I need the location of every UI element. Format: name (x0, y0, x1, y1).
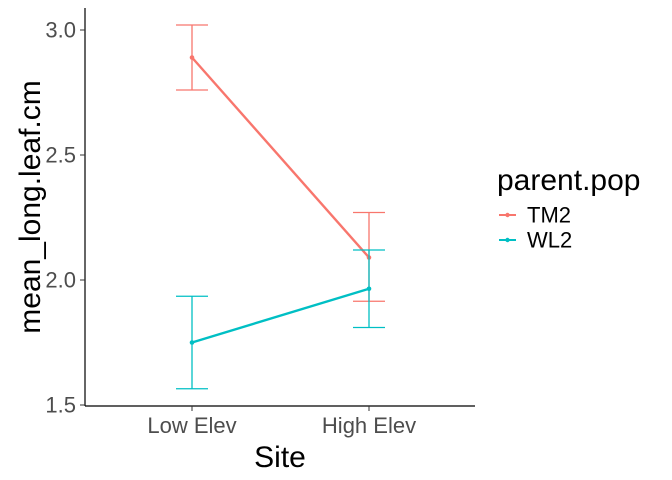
data-point-tm2 (189, 55, 195, 60)
y-tick-label: 1.5 (45, 393, 76, 418)
y-tick-label: 2.0 (45, 268, 76, 293)
x-axis-title: Site (254, 441, 306, 474)
x-tick-label: Low Elev (147, 413, 236, 438)
y-tick-label: 2.5 (45, 143, 76, 168)
series-line-wl2 (191, 287, 370, 344)
series-line-tm2 (191, 56, 370, 259)
x-tick-label: High Elev (322, 413, 416, 438)
legend: parent.pop TM2 WL2 (497, 164, 640, 253)
legend-key-point-wl2 (505, 237, 510, 243)
legend-key-point-tm2 (505, 212, 510, 218)
plot-layer (176, 24, 385, 390)
legend-item-tm2: TM2 (499, 203, 571, 228)
data-point-wl2 (189, 340, 195, 345)
legend-label-tm2: TM2 (527, 203, 571, 228)
y-ticks: 3.0 2.5 2.0 1.5 (45, 18, 85, 418)
y-tick-label: 3.0 (45, 18, 76, 43)
x-ticks: Low Elev High Elev (147, 406, 416, 438)
legend-label-wl2: WL2 (527, 228, 572, 253)
y-axis-title: mean_long.leaf.cm (14, 80, 47, 333)
legend-item-wl2: WL2 (499, 228, 572, 253)
data-point-wl2 (366, 286, 372, 292)
legend-title: parent.pop (497, 164, 640, 197)
